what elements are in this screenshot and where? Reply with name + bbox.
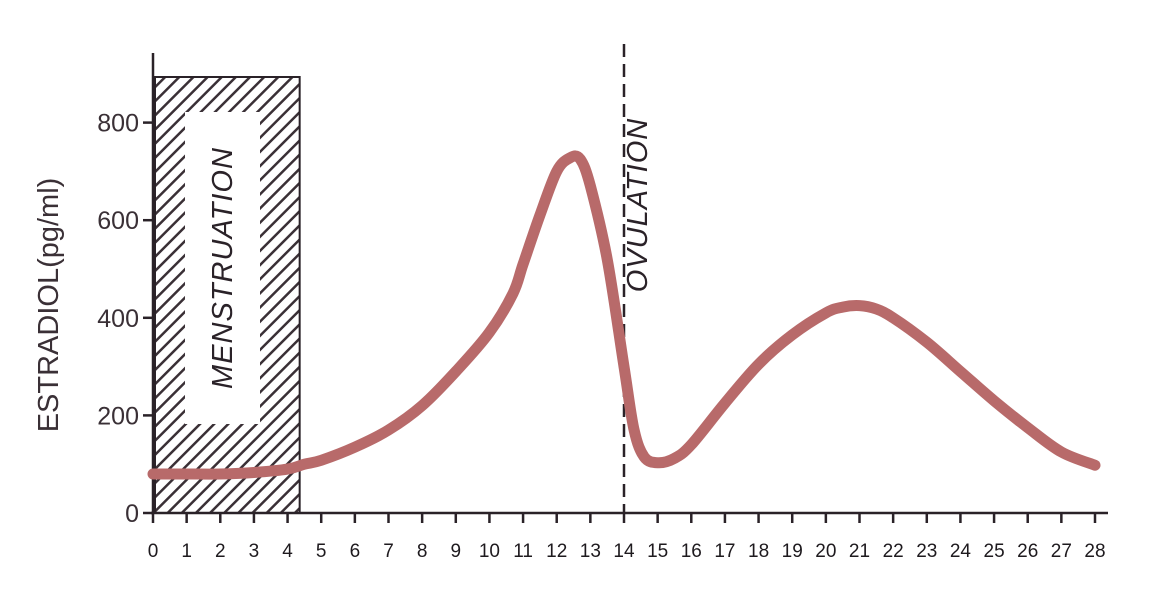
x-tick-label: 8 [417, 541, 428, 562]
x-tick-label: 2 [215, 541, 226, 562]
x-tick-label: 25 [984, 541, 1005, 562]
x-tick-label: 10 [479, 541, 500, 562]
x-tick-label: 13 [580, 541, 601, 562]
x-tick-label: 18 [748, 541, 769, 562]
y-ticks: 0 200 400 600 800 [97, 110, 153, 528]
x-tick-label: 5 [316, 541, 327, 562]
x-tick-label: 7 [383, 541, 394, 562]
x-tick-label: 19 [782, 541, 803, 562]
x-tick-label: 24 [950, 541, 972, 562]
x-tick-label: 23 [916, 541, 937, 562]
x-tick-label: 15 [647, 541, 668, 562]
x-tick-label: 3 [249, 541, 260, 562]
x-tick-label: 21 [849, 541, 870, 562]
menstruation-label-box [185, 112, 260, 424]
x-tick-label: 0 [148, 541, 159, 562]
y-tick-label: 200 [97, 402, 139, 430]
ovulation-label: OVULATION [622, 118, 654, 292]
x-tick-label: 14 [613, 541, 635, 562]
y-tick-label: 800 [97, 110, 139, 138]
x-tick-label: 12 [546, 541, 567, 562]
y-tick-label: 400 [97, 305, 139, 333]
x-ticks: 0 1 2 3 4 5 6 7 8 9 10 11 12 13 14 15 16 17 18 19 20 21 22 23 24… [148, 513, 1106, 562]
x-tick-label: 16 [681, 541, 702, 562]
x-tick-label: 17 [714, 541, 735, 562]
x-tick-label: 4 [282, 541, 293, 562]
x-tick-label: 27 [1051, 541, 1072, 562]
x-tick-label: 6 [350, 541, 361, 562]
x-tick-label: 28 [1084, 541, 1105, 562]
menstruation-region: MENSTRUATION [154, 76, 301, 514]
y-axis-title: ESTRADIOL(pg/ml) [33, 178, 65, 433]
x-tick-label: 1 [181, 541, 192, 562]
x-tick-label: 11 [513, 541, 533, 562]
y-tick-label: 0 [125, 500, 139, 528]
ovulation-marker: OVULATION [622, 44, 654, 513]
menstruation-label: MENSTRUATION [207, 147, 239, 389]
axes [151, 53, 1108, 515]
x-tick-label: 9 [450, 541, 461, 562]
x-tick-label: 26 [1017, 541, 1038, 562]
x-tick-label: 22 [883, 541, 904, 562]
y-tick-label: 600 [97, 207, 139, 235]
estradiol-series-line [147, 150, 1101, 480]
x-tick-label: 20 [815, 541, 836, 562]
